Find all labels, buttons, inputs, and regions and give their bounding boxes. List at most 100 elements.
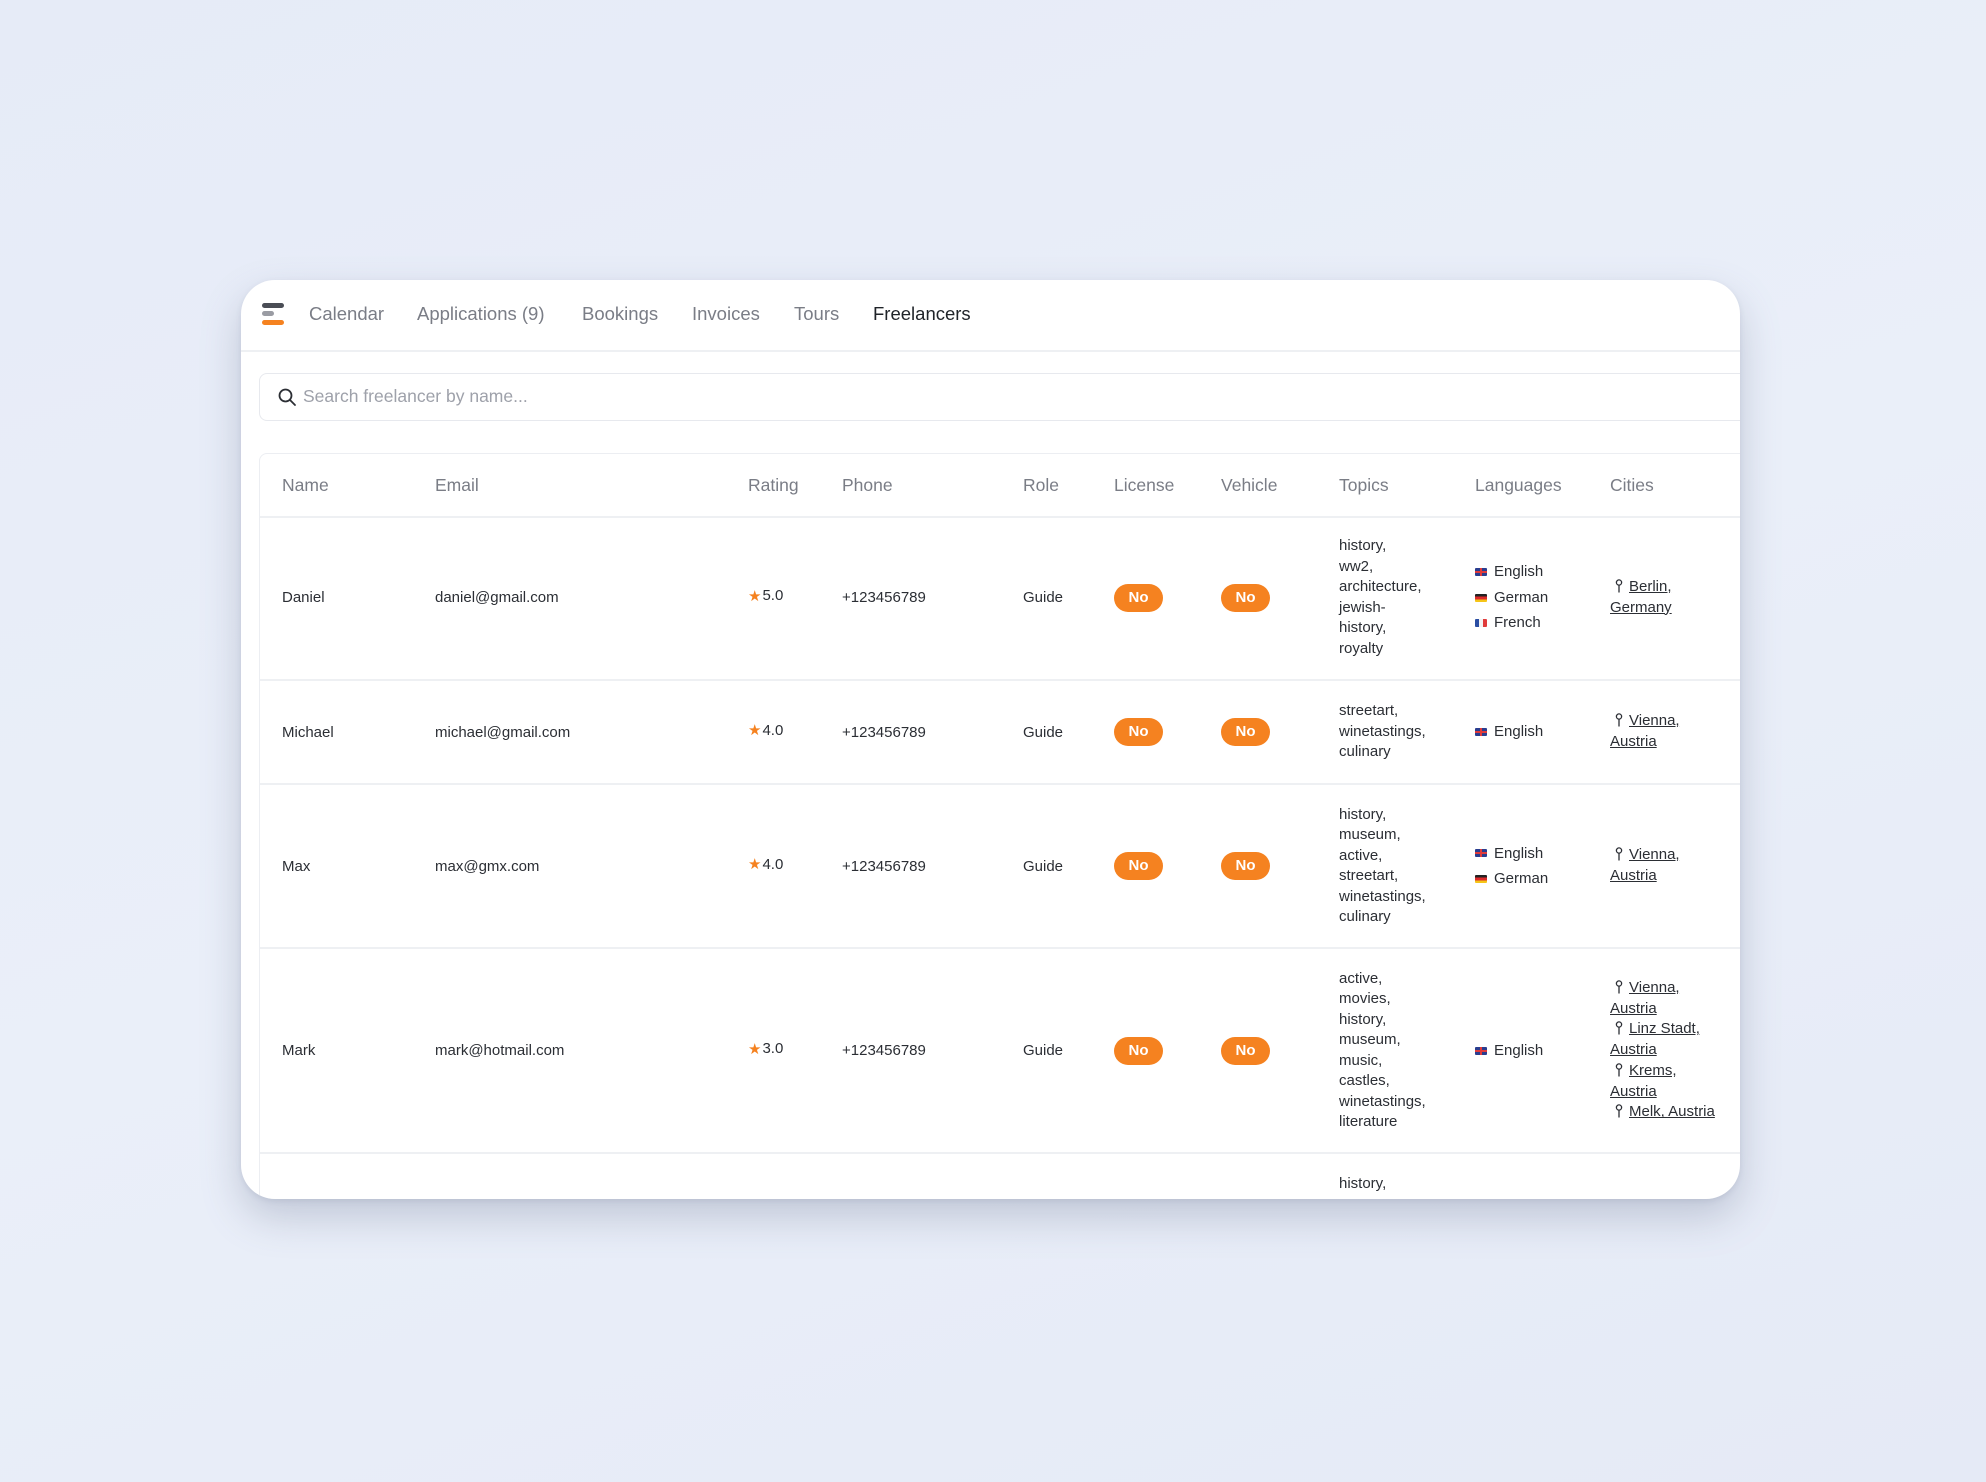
topic-item: streetart, <box>1339 702 1399 720</box>
topic-item: architecture, <box>1339 578 1422 595</box>
map-pin-icon <box>1615 979 1623 994</box>
cell-topics: history, ww2, architecture, jewish-history,… <box>1339 516 1422 679</box>
topic-item: winetastings, <box>1339 887 1426 905</box>
topic-item: music, <box>1339 1051 1383 1069</box>
city-link[interactable]: Berlin, <box>1629 577 1672 595</box>
search-icon <box>278 388 296 406</box>
top-nav: Calendar Applications (9) Bookings Invoi… <box>241 280 1740 352</box>
star-icon: ★ <box>748 856 762 873</box>
cell-vehicle: No <box>1221 516 1270 679</box>
cell-languages: English <box>1475 681 1543 783</box>
table-row[interactable]: Max max@gmx.com ★ 4.0 +123456789 Guide No No his… <box>260 785 1740 949</box>
nav-tours[interactable]: Tours <box>794 303 840 324</box>
topic-item: museum, <box>1339 1031 1401 1048</box>
cell-topics: history, <box>1339 1154 1386 1199</box>
rating-value: 3.0 <box>762 1040 784 1057</box>
flag-en-icon <box>1475 849 1487 858</box>
cell-vehicle: No <box>1221 785 1270 947</box>
cell-license: No <box>1114 785 1163 947</box>
nav-bookings[interactable]: Bookings <box>582 303 659 324</box>
country-link[interactable]: Austria <box>1610 867 1657 884</box>
app-logo-icon[interactable] <box>262 302 286 328</box>
rating-value: 5.0 <box>762 587 784 604</box>
country-link[interactable]: Austria <box>1610 1082 1657 1100</box>
column-header-topics[interactable]: Topics <box>1339 475 1389 495</box>
country-link[interactable]: Austria <box>1610 733 1657 750</box>
language-item: English <box>1475 841 1548 867</box>
city-link[interactable]: Vienna, <box>1629 846 1680 864</box>
city-item: Melk, Austria <box>1610 1102 1730 1123</box>
cell-languages: English German French <box>1475 516 1548 679</box>
city-link[interactable]: Linz Stadt, <box>1629 1020 1700 1038</box>
cell-cities: Berlin, Germany <box>1610 516 1730 679</box>
table-row[interactable]: Mark mark@hotmail.com ★ 3.0 +123456789 Guide N… <box>260 949 1740 1154</box>
city-link[interactable]: Melk, Austria <box>1629 1103 1715 1121</box>
topic-item: culinary <box>1339 908 1391 925</box>
language-item: English <box>1475 719 1543 745</box>
column-header-rating[interactable]: Rating <box>748 475 799 495</box>
city-link[interactable]: Vienna, <box>1629 978 1680 996</box>
cell-phone: +123456789 <box>842 1042 926 1059</box>
search-input[interactable] <box>303 374 1503 419</box>
cell-name: Max <box>282 857 311 875</box>
column-header-phone[interactable]: Phone <box>842 475 893 495</box>
column-header-languages[interactable]: Languages <box>1475 475 1562 495</box>
language-item: English <box>1475 559 1548 585</box>
topic-item: royalty <box>1339 639 1384 657</box>
column-header-cities[interactable]: Cities <box>1610 475 1654 495</box>
nav-applications[interactable]: Applications (9) <box>417 303 545 324</box>
cell-topics: active, movies, history, museum, music, castl… <box>1339 949 1426 1152</box>
nav-freelancers[interactable]: Freelancers <box>873 303 971 324</box>
cell-languages: English <box>1475 949 1543 1152</box>
topic-item: active, <box>1339 846 1383 864</box>
column-header-license[interactable]: License <box>1114 475 1175 495</box>
cell-role: Guide <box>1023 723 1064 741</box>
cell-email: michael@gmail.com <box>435 723 571 741</box>
city-item: Linz Stadt, Austria <box>1610 1019 1730 1061</box>
country-link[interactable]: Austria <box>1610 999 1657 1017</box>
nav-calendar[interactable]: Calendar <box>309 303 385 324</box>
city-link[interactable]: Vienna, <box>1629 712 1680 730</box>
cell-name: Michael <box>282 723 334 741</box>
license-badge: No <box>1114 1036 1163 1065</box>
country-link[interactable]: Germany <box>1610 598 1672 616</box>
rating-value: 4.0 <box>762 721 784 739</box>
license-badge: No <box>1114 718 1163 746</box>
language-item: German <box>1475 585 1548 611</box>
search-box[interactable] <box>259 373 1740 421</box>
cell-email: mark@hotmail.com <box>435 1042 565 1059</box>
nav-invoices[interactable]: Invoices <box>692 303 760 324</box>
flag-de-icon <box>1475 874 1487 883</box>
cell-license: No <box>1114 949 1163 1152</box>
topic-item: movies, <box>1339 990 1391 1007</box>
license-badge: No <box>1114 583 1163 612</box>
city-item: Vienna, Austria <box>1610 978 1730 1020</box>
table-row[interactable]: Michael michael@gmail.com ★ 4.0 +123456789 Gu… <box>260 681 1740 785</box>
table-row[interactable]: Daniel daniel@gmail.com ★ 5.0 +123456789 Guid… <box>260 516 1740 681</box>
column-header-role[interactable]: Role <box>1023 475 1059 495</box>
city-link[interactable]: Krems, <box>1629 1061 1677 1079</box>
topic-item: castles, <box>1339 1072 1390 1089</box>
city-item: Krems, Austria <box>1610 1061 1730 1103</box>
map-pin-icon <box>1615 1104 1623 1118</box>
table-row[interactable]: history, <box>260 1154 1740 1199</box>
cell-rating: ★ 3.0 <box>748 947 783 1150</box>
column-header-email[interactable]: Email <box>435 475 479 495</box>
star-icon: ★ <box>748 1040 762 1058</box>
column-header-vehicle[interactable]: Vehicle <box>1221 475 1278 495</box>
country-link[interactable]: Austria <box>1610 1041 1657 1059</box>
vehicle-badge: No <box>1221 852 1270 880</box>
freelancers-table: Name Email Rating Phone Role License Veh… <box>259 453 1740 1199</box>
cell-license: No <box>1114 516 1163 679</box>
cell-rating: ★ 4.0 <box>748 783 783 945</box>
cell-license: No <box>1114 681 1163 783</box>
topic-item: history, <box>1339 1175 1387 1192</box>
map-pin-icon <box>1615 713 1623 727</box>
city-item: Vienna, Austria <box>1610 845 1730 887</box>
star-icon: ★ <box>748 722 762 739</box>
column-header-name[interactable]: Name <box>282 475 329 495</box>
cell-rating: ★ 5.0 <box>748 514 783 677</box>
cell-cities: Vienna, Austria <box>1610 785 1730 947</box>
cell-cities: Vienna, Austria Linz Stadt, Austria Krems, Au… <box>1610 949 1730 1152</box>
map-pin-icon <box>1615 1021 1623 1035</box>
